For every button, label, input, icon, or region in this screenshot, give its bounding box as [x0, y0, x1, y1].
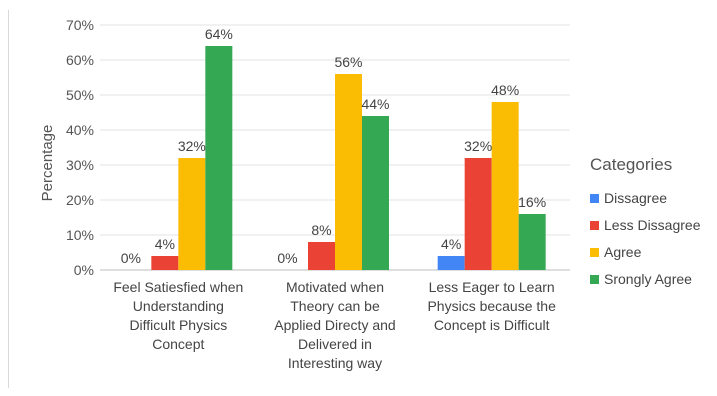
- bar-agree: [335, 74, 362, 270]
- bar-agree: [178, 158, 206, 270]
- bar-srongly-agree: [518, 214, 546, 270]
- legend-swatch: [590, 248, 599, 257]
- data-label: 44%: [361, 96, 389, 112]
- bar-agree: [491, 102, 519, 270]
- y-tick-label: 40%: [66, 122, 94, 138]
- bars: [151, 46, 546, 270]
- data-label: 4%: [155, 236, 175, 252]
- data-label: 32%: [178, 138, 206, 154]
- x-category-label: Motivated when Theory can be Applied Direc…: [274, 279, 395, 371]
- y-tick-label: 50%: [66, 87, 94, 103]
- data-label: 0%: [277, 250, 297, 266]
- bar-dissagree: [437, 256, 465, 270]
- data-label: 32%: [464, 138, 492, 154]
- legend: Categories Dissagree Less Dissagree Agree S…: [590, 155, 701, 287]
- y-axis-ticks: 0% 10% 20% 30% 40% 50% 60% 70%: [66, 17, 94, 278]
- bar-srongly-agree: [362, 116, 389, 270]
- y-tick-label: 70%: [66, 17, 94, 33]
- data-label: 48%: [491, 82, 519, 98]
- bar-less-dissagree: [151, 256, 179, 270]
- bar-srongly-agree: [205, 46, 233, 270]
- y-tick-label: 60%: [66, 52, 94, 68]
- bar-less-dissagree: [308, 242, 335, 270]
- data-label: 16%: [518, 194, 546, 210]
- y-tick-label: 30%: [66, 157, 94, 173]
- legend-swatch: [590, 221, 599, 230]
- data-label: 8%: [311, 222, 331, 238]
- legend-item-label: Srongly Agree: [604, 271, 692, 287]
- data-label: 56%: [334, 54, 362, 70]
- legend-swatch: [590, 194, 599, 203]
- left-border-line: [8, 10, 9, 388]
- x-axis-categories: Feel Satiesfied when Understanding Difficu…: [113, 279, 556, 371]
- bar-less-dissagree: [464, 158, 492, 270]
- x-category-label: Less Eager to Learn Physics because the Co…: [427, 279, 556, 333]
- y-tick-label: 20%: [66, 192, 94, 208]
- legend-item-label: Less Dissagree: [604, 217, 701, 233]
- y-axis-label: Percentage: [39, 125, 56, 202]
- y-tick-label: 0%: [74, 262, 94, 278]
- legend-item-label: Dissagree: [604, 190, 667, 206]
- legend-title: Categories: [590, 155, 672, 174]
- data-label: 4%: [441, 236, 461, 252]
- data-labels: 0% 4% 32% 64% 0% 8% 56% 44% 4% 32% 48% 16%: [121, 26, 546, 266]
- data-label: 64%: [205, 26, 233, 42]
- y-tick-label: 10%: [66, 227, 94, 243]
- x-category-label: Feel Satiesfied when Understanding Difficu…: [113, 279, 243, 352]
- legend-swatch: [590, 275, 599, 284]
- data-label: 0%: [121, 250, 141, 266]
- legend-item-label: Agree: [604, 244, 642, 260]
